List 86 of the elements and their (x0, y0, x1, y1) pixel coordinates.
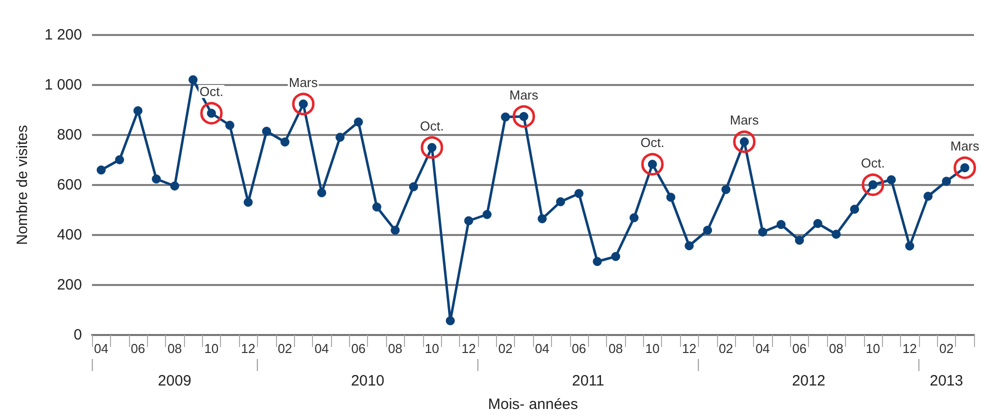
annotation: Mars (509, 87, 539, 102)
point (500, 112, 510, 122)
x-tick-label: 06 (792, 341, 807, 356)
x-tick-label: 02 (939, 341, 954, 356)
point (390, 226, 400, 235)
point (244, 198, 253, 207)
y-axis-title: Nombre de visites (14, 124, 31, 246)
annotation: Oct. (640, 135, 664, 150)
x-tick-label: 08 (167, 341, 182, 356)
point (262, 126, 272, 136)
x-tick-label: 12 (682, 341, 696, 356)
point (813, 219, 822, 228)
x-tick-label: 12 (461, 341, 476, 356)
point (592, 257, 602, 266)
point (905, 242, 914, 250)
point (850, 204, 860, 214)
point (924, 192, 933, 201)
x-tick-label: 04 (755, 341, 770, 356)
text: 2013 (930, 372, 964, 390)
point (372, 202, 382, 212)
point (170, 182, 180, 190)
point (758, 228, 768, 236)
point (354, 118, 363, 126)
text: 2010 (350, 372, 384, 390)
annotation: Mars (950, 138, 980, 154)
annotation: Oct. (200, 84, 224, 99)
x-tick-label: 10 (204, 341, 219, 356)
x-tick-label: 04 (314, 341, 329, 356)
x-tick-label: 08 (828, 341, 844, 356)
y-tick-label: 0 (74, 326, 82, 344)
point (832, 230, 841, 239)
point (794, 236, 804, 245)
point (776, 220, 786, 229)
annotation: Mars (288, 74, 318, 90)
point (152, 174, 161, 184)
point (96, 166, 106, 174)
point (556, 197, 566, 206)
y-tick-label: 1 200 (44, 26, 82, 44)
x-tick-label: 10 (866, 341, 880, 356)
annotation: Oct. (861, 156, 885, 170)
annotation: Oct. (420, 118, 444, 134)
x-axis-title: Mois- années (488, 396, 578, 413)
point (538, 214, 547, 224)
y-tick-label: 400 (56, 226, 82, 244)
point (630, 213, 639, 222)
x-tick-label: 08 (388, 341, 402, 356)
x-tick-label: 02 (718, 341, 734, 356)
point (721, 185, 730, 194)
x-tick-label: 06 (130, 341, 146, 356)
point (446, 316, 455, 326)
point (482, 210, 492, 219)
x-tick-label: 02 (498, 341, 513, 356)
x-tick-label: 06 (351, 341, 366, 356)
x-tick-label: 12 (902, 341, 917, 356)
point (886, 175, 896, 184)
point (188, 75, 198, 84)
y-tick-label: 1 000 (44, 76, 82, 94)
point (684, 241, 694, 250)
x-tick-label: 04 (534, 341, 550, 356)
y-tick-label: 800 (56, 126, 82, 144)
point (666, 192, 676, 202)
annotation: Mars (730, 112, 760, 128)
point (225, 120, 234, 130)
point (703, 226, 712, 235)
point (611, 252, 620, 261)
x-tick-label: 02 (278, 341, 292, 356)
text: 2009 (158, 372, 192, 390)
point (464, 216, 474, 226)
x-tick-label: 10 (424, 341, 440, 356)
point (574, 189, 584, 198)
y-tick-label: 200 (56, 276, 82, 294)
x-tick-label: 10 (645, 341, 660, 356)
point (336, 132, 345, 142)
point (115, 155, 124, 164)
x-tick-label: 08 (608, 341, 623, 356)
x-tick-label: 06 (572, 341, 586, 356)
point (133, 106, 142, 116)
point (942, 176, 951, 186)
x-tick-label: 12 (240, 341, 256, 356)
point (409, 182, 418, 192)
y-tick-label: 600 (56, 176, 82, 194)
point (317, 188, 326, 198)
point (280, 138, 290, 146)
text: 2011 (572, 372, 604, 390)
x-tick-label: 04 (94, 341, 108, 356)
text: 2012 (792, 372, 826, 390)
